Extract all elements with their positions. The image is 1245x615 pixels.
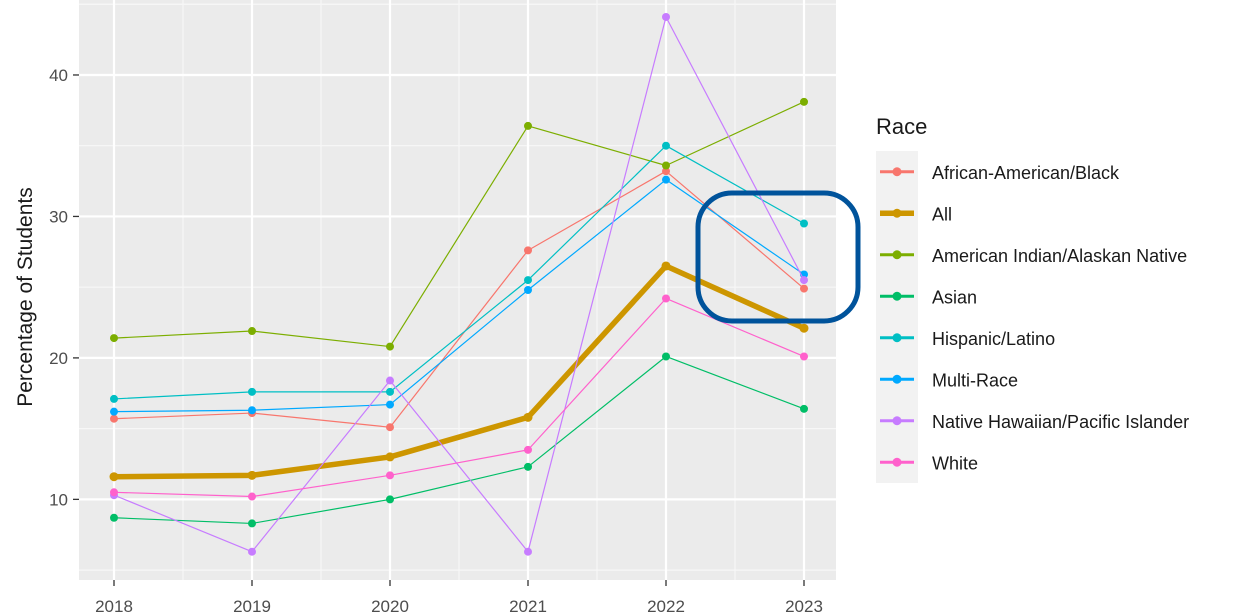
- series-line: [113, 101, 805, 348]
- data-point: [248, 492, 256, 501]
- series-line: [113, 297, 805, 498]
- data-point: [248, 406, 256, 415]
- axis-layer: 2018 2019 2020 2021 2022 2023 10 20 30 40: [49, 66, 823, 615]
- data-point: [524, 121, 532, 130]
- data-point: [110, 394, 118, 403]
- legend-label: White: [932, 453, 978, 473]
- legend-key-point: [892, 457, 902, 467]
- data-point: [662, 175, 670, 184]
- legend-title: Race: [876, 114, 927, 139]
- data-point: [662, 294, 670, 303]
- legend-label: Native Hawaiian/Pacific Islander: [932, 412, 1189, 432]
- data-point: [386, 400, 394, 409]
- x-tick-label: 2022: [647, 597, 685, 615]
- data-point: [524, 547, 532, 556]
- data-point: [386, 342, 394, 351]
- data-point: [800, 219, 808, 228]
- legend-key-point: [892, 250, 902, 260]
- data-point: [662, 12, 670, 21]
- data-point: [800, 284, 808, 293]
- series-line: [113, 16, 805, 553]
- y-tick-label: 40: [49, 66, 68, 85]
- data-point: [385, 452, 395, 462]
- data-point: [109, 472, 119, 482]
- legend-label: All: [932, 204, 952, 224]
- x-tick-label: 2019: [233, 597, 271, 615]
- data-point: [662, 167, 670, 176]
- legend-label: Asian: [932, 287, 977, 307]
- series-line: [113, 355, 805, 525]
- series-line: [113, 145, 805, 400]
- series-line: [113, 170, 805, 428]
- data-point: [800, 404, 808, 413]
- data-point: [524, 246, 532, 255]
- series-line: [113, 179, 805, 413]
- data-point: [662, 352, 670, 361]
- data-point: [524, 445, 532, 454]
- data-point: [386, 471, 394, 480]
- legend-key-background: [876, 151, 918, 483]
- data-point: [110, 407, 118, 416]
- legend-label: Hispanic/Latino: [932, 329, 1055, 349]
- data-point: [110, 488, 118, 497]
- legend-label: Multi-Race: [932, 370, 1018, 390]
- data-point: [248, 547, 256, 556]
- data-point: [800, 276, 808, 285]
- data-point: [110, 334, 118, 343]
- data-point: [110, 513, 118, 522]
- data-point: [524, 276, 532, 285]
- legend-key-point: [892, 333, 902, 343]
- data-point: [800, 352, 808, 361]
- legend-key-point: [892, 416, 902, 426]
- legend-key-point: [892, 291, 902, 301]
- y-tick-label: 30: [49, 207, 68, 226]
- highlight-annotation: [695, 190, 861, 324]
- data-point: [800, 97, 808, 106]
- legend-label: American Indian/Alaskan Native: [932, 246, 1187, 266]
- data-point: [247, 470, 257, 480]
- series-line: [111, 263, 807, 480]
- legend: Race African-American/Black All American I…: [876, 114, 1189, 483]
- legend-key-point: [892, 374, 902, 384]
- legend-key-point: [892, 167, 902, 177]
- x-tick-label: 2018: [95, 597, 133, 615]
- data-point: [662, 141, 670, 150]
- data-point: [248, 387, 256, 396]
- data-point: [386, 423, 394, 432]
- x-tick-label: 2021: [509, 597, 547, 615]
- y-tick-label: 20: [49, 349, 68, 368]
- data-point: [386, 495, 394, 504]
- legend-key-point: [892, 208, 902, 218]
- data-point: [386, 376, 394, 385]
- y-tick-label: 10: [49, 490, 68, 509]
- data-point: [248, 327, 256, 336]
- series-layer: [109, 12, 809, 556]
- legend-label: African-American/Black: [932, 163, 1120, 183]
- data-point: [662, 161, 670, 170]
- y-axis-title: Percentage of Students: [14, 187, 37, 407]
- data-point: [386, 387, 394, 396]
- data-point: [524, 462, 532, 471]
- x-tick-label: 2023: [785, 597, 823, 615]
- data-point: [524, 286, 532, 294]
- data-point: [661, 261, 671, 271]
- data-point: [799, 323, 809, 333]
- data-point: [248, 519, 256, 528]
- data-point: [110, 414, 118, 423]
- data-point: [523, 412, 533, 422]
- x-tick-label: 2020: [371, 597, 409, 615]
